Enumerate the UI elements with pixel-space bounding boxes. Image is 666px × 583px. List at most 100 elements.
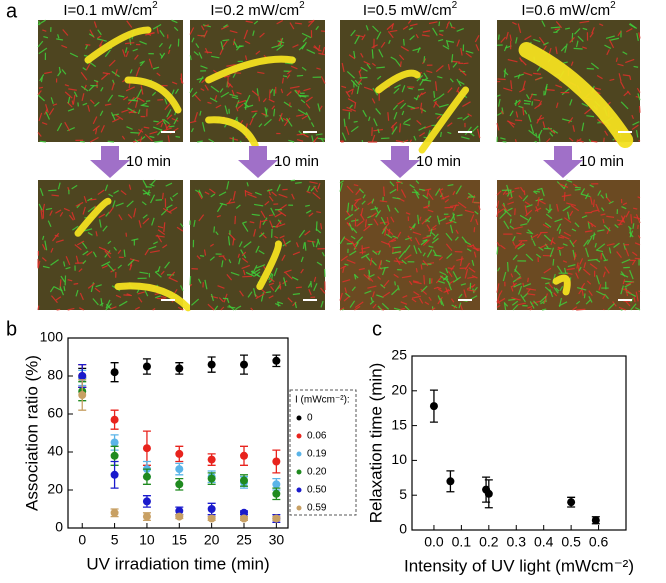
filament bbox=[279, 281, 282, 290]
filament bbox=[552, 129, 559, 134]
filament bbox=[460, 47, 463, 56]
filament bbox=[402, 140, 405, 143]
filament bbox=[564, 217, 572, 224]
filament bbox=[386, 216, 390, 224]
filament bbox=[42, 29, 47, 32]
filament bbox=[261, 288, 267, 294]
filament bbox=[617, 63, 624, 67]
filament bbox=[397, 99, 405, 105]
filament bbox=[344, 213, 354, 221]
filament bbox=[209, 243, 214, 247]
filament bbox=[168, 44, 172, 49]
filament bbox=[562, 243, 568, 247]
filament bbox=[159, 53, 164, 58]
filament bbox=[434, 188, 441, 196]
filament bbox=[466, 289, 476, 292]
filament bbox=[371, 98, 376, 104]
filament bbox=[94, 128, 98, 135]
filament bbox=[503, 209, 512, 217]
filament bbox=[339, 292, 343, 301]
filament bbox=[589, 196, 593, 205]
filament bbox=[558, 297, 563, 308]
filament bbox=[239, 290, 244, 297]
filament bbox=[280, 88, 284, 94]
filament bbox=[67, 108, 75, 112]
filament bbox=[154, 269, 160, 273]
filament bbox=[255, 245, 260, 253]
filament bbox=[362, 109, 367, 117]
filament bbox=[92, 116, 98, 125]
filament bbox=[304, 242, 307, 251]
x-tick-label: 30 bbox=[269, 532, 285, 548]
filament bbox=[102, 225, 108, 232]
bundle bbox=[518, 42, 634, 148]
filament bbox=[234, 215, 237, 225]
filament bbox=[541, 277, 551, 281]
filament bbox=[446, 21, 451, 26]
filament bbox=[189, 283, 193, 287]
arrow-label: 10 min bbox=[416, 153, 461, 170]
filament bbox=[417, 214, 420, 225]
data-point bbox=[175, 512, 184, 521]
filament bbox=[497, 208, 505, 214]
filament bbox=[149, 183, 155, 187]
filament bbox=[358, 267, 365, 271]
filament bbox=[282, 75, 288, 78]
filament bbox=[594, 87, 602, 91]
filament bbox=[518, 195, 523, 200]
filament bbox=[287, 70, 292, 75]
filament bbox=[358, 188, 365, 194]
filament bbox=[204, 51, 213, 54]
filament bbox=[476, 128, 481, 139]
filament bbox=[380, 240, 389, 246]
filament bbox=[418, 132, 426, 137]
filament bbox=[526, 288, 537, 291]
x-tick-label: 25 bbox=[236, 532, 252, 548]
filament bbox=[409, 23, 418, 27]
filament bbox=[290, 65, 298, 70]
filament bbox=[77, 240, 85, 246]
filament bbox=[537, 100, 543, 107]
filament bbox=[296, 138, 304, 142]
filament bbox=[601, 252, 607, 261]
filament bbox=[81, 93, 85, 101]
x-axis-label: Intensity of UV light (mWcm⁻²) bbox=[404, 556, 634, 575]
filament bbox=[413, 188, 420, 196]
filament bbox=[589, 184, 594, 188]
filament bbox=[297, 89, 300, 95]
filament bbox=[471, 283, 476, 288]
filament bbox=[153, 120, 159, 123]
filament bbox=[39, 187, 44, 197]
filament bbox=[527, 277, 529, 283]
y-tick-label: 25 bbox=[391, 347, 407, 363]
filament bbox=[122, 49, 126, 57]
filament bbox=[349, 104, 353, 109]
filament bbox=[67, 307, 75, 311]
filament bbox=[496, 293, 501, 303]
filament bbox=[320, 300, 324, 308]
filament bbox=[587, 258, 598, 262]
filament bbox=[65, 256, 71, 266]
filament bbox=[226, 201, 236, 205]
filament bbox=[496, 246, 499, 255]
filament bbox=[502, 271, 507, 282]
filament bbox=[595, 203, 600, 213]
filament bbox=[236, 91, 242, 95]
filament bbox=[215, 104, 222, 109]
filament bbox=[547, 127, 556, 135]
filament bbox=[258, 232, 265, 238]
filament bbox=[629, 22, 638, 30]
filament bbox=[354, 204, 359, 211]
filament bbox=[620, 273, 629, 278]
filament bbox=[394, 207, 399, 213]
filament bbox=[537, 198, 546, 205]
x-tick-label: 15 bbox=[172, 532, 188, 548]
filament bbox=[377, 128, 380, 134]
filament bbox=[445, 267, 449, 274]
filament bbox=[624, 283, 632, 288]
filament bbox=[633, 65, 639, 68]
filament bbox=[412, 231, 422, 236]
filament bbox=[518, 105, 523, 109]
filament bbox=[542, 45, 547, 52]
filament bbox=[318, 44, 321, 50]
